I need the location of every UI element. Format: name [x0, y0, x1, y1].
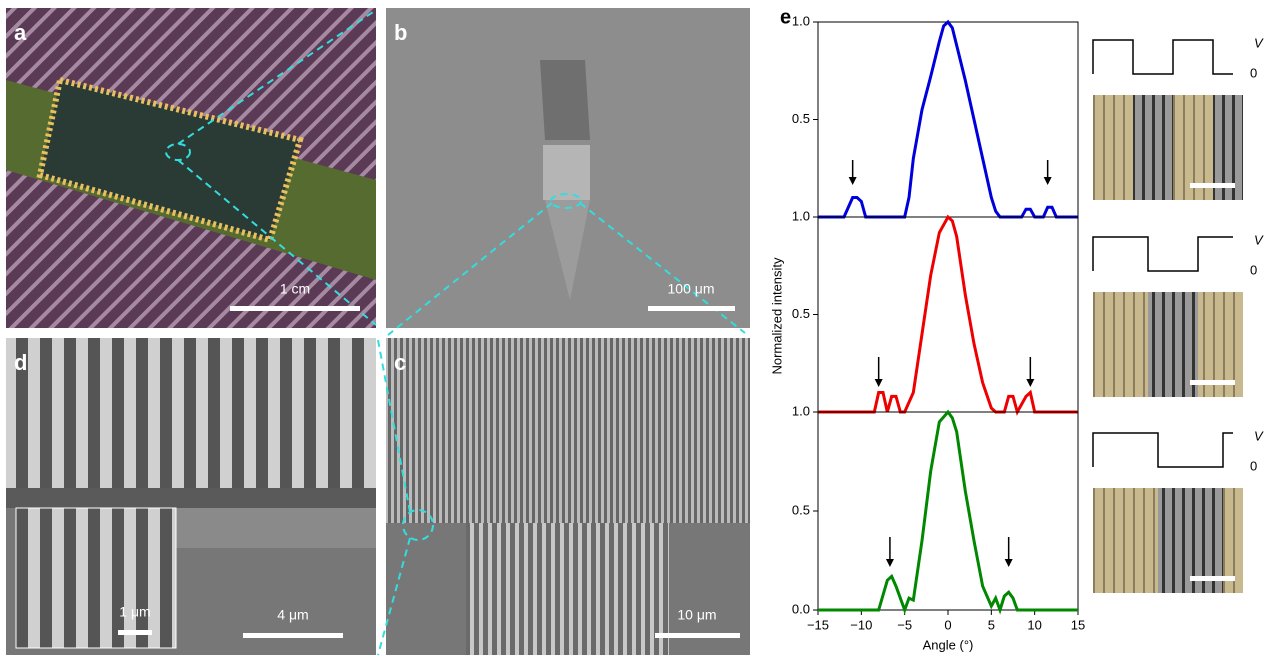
grating-image	[1158, 488, 1223, 593]
photo-a	[6, 8, 376, 328]
photo-b	[386, 8, 750, 328]
grating-image	[1173, 95, 1213, 200]
arrow-head	[1026, 379, 1035, 387]
arrow-head	[1043, 177, 1052, 185]
panel-label: d	[14, 350, 27, 375]
scale-bar	[1190, 380, 1235, 385]
scale-bar	[1190, 183, 1235, 188]
x-tick-label: −10	[850, 617, 872, 632]
waveform	[1092, 39, 1233, 75]
arrow-head	[874, 379, 883, 387]
grating-image	[1213, 95, 1243, 200]
plot-frame	[817, 21, 1079, 218]
scale-label: 10 μm	[677, 607, 716, 623]
grating-image	[1093, 292, 1148, 397]
x-tick-label: 15	[1071, 617, 1085, 632]
waveform-v-label: V	[1254, 428, 1264, 443]
grating-image	[1198, 292, 1243, 397]
scale-bar	[648, 306, 735, 311]
panel-label: a	[14, 20, 27, 45]
line-series	[818, 19, 1078, 219]
scale-label: 1 cm	[280, 281, 310, 297]
line-series	[818, 214, 1078, 416]
x-tick-label: 0	[944, 617, 951, 632]
x-tick-label: 5	[988, 617, 995, 632]
arrow-head	[885, 559, 894, 567]
plot-frame	[817, 411, 1079, 611]
scale-label: 4 μm	[277, 607, 308, 623]
grating-image	[1148, 292, 1198, 397]
y-tick-label: 1.0	[792, 13, 810, 28]
scale-bar	[655, 633, 740, 638]
y-axis-label: Normalized intensity	[769, 257, 784, 375]
x-axis-label: Angle (°)	[923, 637, 974, 652]
plot-frame	[817, 216, 1079, 413]
waveform-v-label: V	[1254, 35, 1264, 50]
waveform-zero-label: 0	[1250, 458, 1257, 473]
waveform-zero-label: 0	[1250, 65, 1257, 80]
arrow-head	[1004, 559, 1013, 567]
scale-bar	[243, 633, 343, 638]
scale-label: 1 μm	[119, 604, 150, 620]
photo-c	[386, 338, 750, 655]
waveform	[1092, 432, 1233, 468]
grating-image	[1093, 95, 1133, 200]
y-tick-label: 0.5	[792, 502, 810, 517]
panel-label: b	[394, 20, 407, 45]
x-tick-label: 10	[1027, 617, 1041, 632]
scale-label: 100 μm	[668, 281, 715, 297]
y-tick-label: 0.0	[792, 601, 810, 616]
waveform-zero-label: 0	[1250, 262, 1257, 277]
x-tick-label: −5	[897, 617, 912, 632]
scale-bar	[230, 306, 360, 311]
panel-label: c	[394, 350, 406, 375]
grating-image	[1133, 95, 1173, 200]
photo-d	[6, 338, 376, 655]
y-tick-label: 0.5	[792, 306, 810, 321]
y-tick-label: 1.0	[792, 403, 810, 418]
panel-label: e	[780, 6, 791, 28]
connectors	[165, 9, 746, 656]
scale-bar	[118, 630, 152, 635]
waveform	[1092, 236, 1233, 272]
grating-image	[1093, 488, 1158, 593]
scale-bar	[1190, 576, 1235, 581]
line-series	[818, 409, 1078, 615]
waveform-v-label: V	[1254, 232, 1264, 247]
x-tick-label: −15	[807, 617, 829, 632]
y-tick-label: 0.5	[792, 111, 810, 126]
grating-image	[1223, 488, 1243, 593]
arrow-head	[848, 177, 857, 185]
y-tick-label: 1.0	[792, 208, 810, 223]
